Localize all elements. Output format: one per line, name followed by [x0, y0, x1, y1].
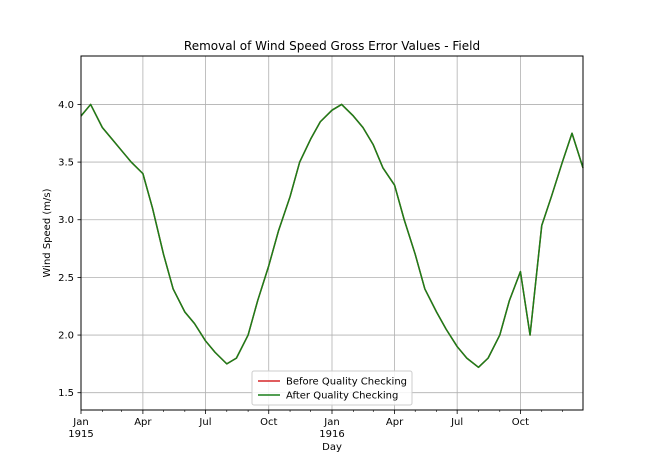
y-tick-label: 3.0 — [58, 215, 74, 226]
y-tick-label: 1.5 — [58, 388, 74, 399]
legend-label-before: Before Quality Checking — [286, 377, 407, 388]
series-line-after — [80, 103, 584, 369]
x-tick-label: Jan — [72, 417, 88, 428]
y-tick-label: 2.5 — [58, 273, 74, 284]
chart-title: Removal of Wind Speed Gross Error Values… — [184, 39, 480, 53]
x-tick-sublabel: 1915 — [68, 429, 93, 440]
y-tick-label: 2.0 — [58, 331, 74, 342]
x-tick-sublabel: 1916 — [319, 429, 344, 440]
legend-box — [251, 370, 413, 406]
y-axis: 1.5 2.0 2.5 3.0 3.5 4.0 — [58, 100, 81, 399]
x-tick-label: Jan — [323, 417, 339, 428]
y-axis-label: Wind Speed (m/s) — [42, 188, 53, 277]
grid — [80, 56, 583, 410]
x-tick-label: Apr — [134, 417, 152, 428]
series-group — [80, 103, 584, 369]
x-tick-label: Jul — [198, 417, 211, 428]
x-tick-label: Oct — [260, 417, 277, 428]
y-tick-label: 4.0 — [58, 100, 74, 111]
x-tick-label: Apr — [386, 417, 404, 428]
legend-label-after: After Quality Checking — [286, 391, 398, 402]
y-tick-label: 3.5 — [58, 158, 74, 169]
legend: Before Quality Checking After Quality Ch… — [251, 370, 413, 406]
x-tick-label: Oct — [512, 417, 529, 428]
x-tick-label: Jul — [450, 417, 463, 428]
x-axis-label: Day — [322, 442, 342, 453]
